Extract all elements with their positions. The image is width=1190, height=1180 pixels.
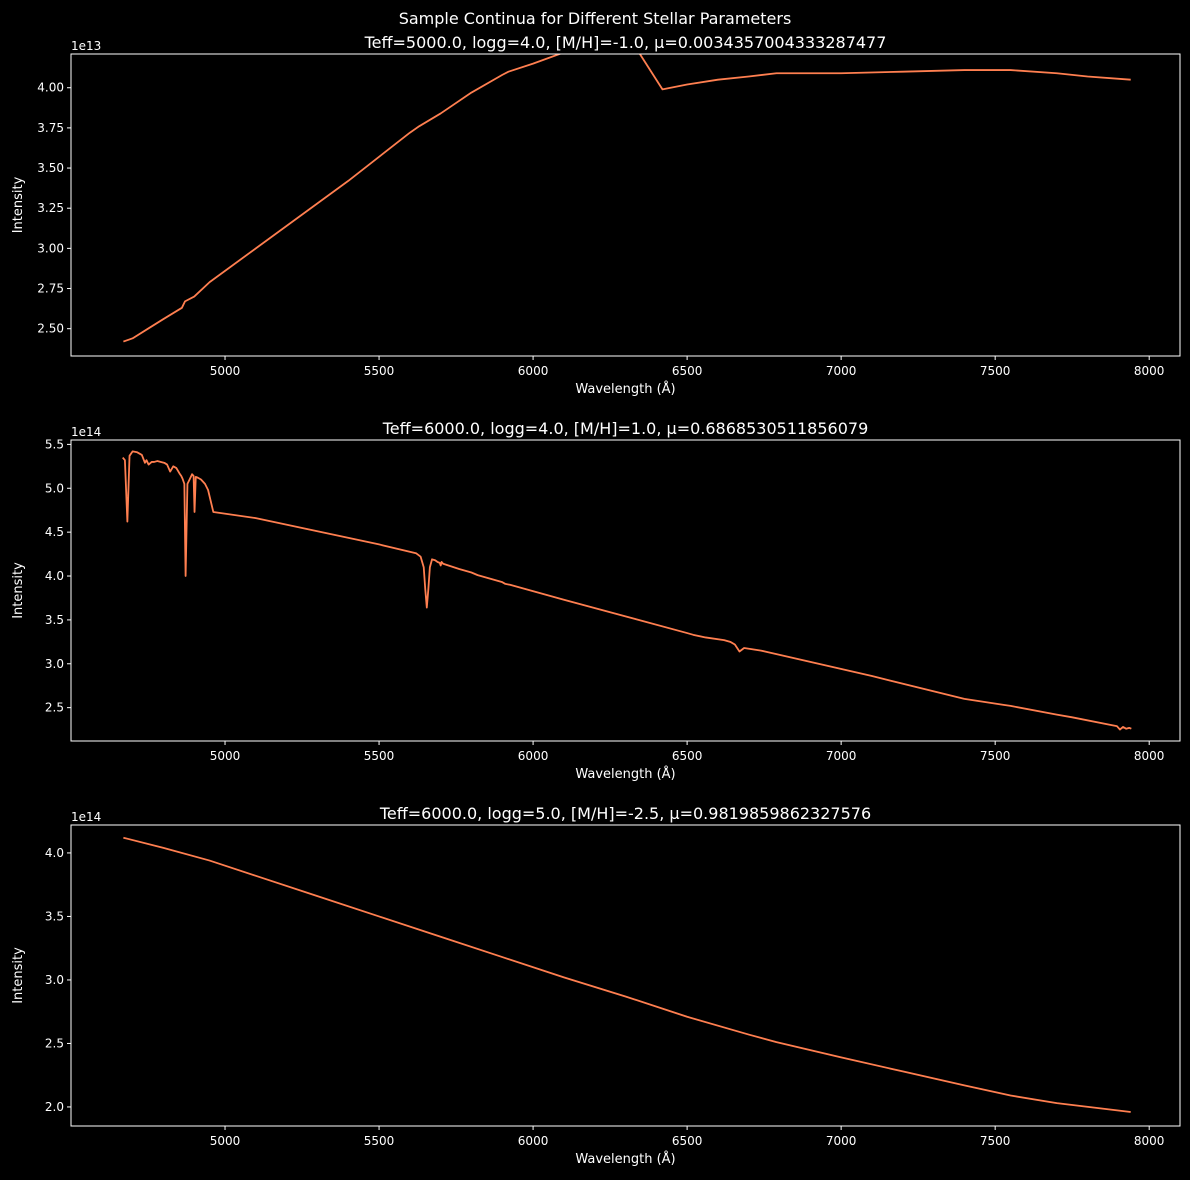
y-tick-label: 4.0 xyxy=(45,569,64,583)
axes-frame xyxy=(70,824,1181,1127)
x-tick-label: 7500 xyxy=(980,364,1011,378)
x-axis-label: Wavelength (Å) xyxy=(575,1151,675,1167)
y-offset-label: 1e14 xyxy=(71,425,101,439)
x-tick-label: 6500 xyxy=(672,364,703,378)
y-tick-label: 2.75 xyxy=(37,282,64,296)
subplot-1: 5000 5500 6000 6500 7000 7500 8000 2.50 2.75 3.00… xyxy=(11,33,1181,397)
y-offset-label: 1e14 xyxy=(71,810,101,824)
subplot-2: 5000 5500 6000 6500 7000 7500 8000 2.5 3.0 3.5 4.0… xyxy=(11,419,1181,782)
y-tick-label: 2.5 xyxy=(45,1036,64,1050)
y-tick-label: 2.5 xyxy=(45,701,64,715)
series-line xyxy=(123,836,1131,1113)
x-tick-label: 6000 xyxy=(518,1134,549,1148)
subplot-3: 5000 5500 6000 6500 7000 7500 8000 2.0 2.5 3.0 3.5… xyxy=(11,804,1181,1167)
x-tick-label: 7000 xyxy=(826,364,857,378)
y-tick-label: 4.5 xyxy=(45,525,64,539)
axes-frame xyxy=(70,439,1181,742)
subplot-title: Teff=5000.0, logg=4.0, [M/H]=-1.0, μ=0.0… xyxy=(364,33,887,52)
y-tick-label: 4.00 xyxy=(37,81,64,95)
x-tick-label: 5500 xyxy=(364,749,395,763)
y-offset-label: 1e13 xyxy=(71,39,101,53)
series-line xyxy=(123,54,1131,343)
x-tick-label: 5500 xyxy=(364,1134,395,1148)
x-tick-label: 6500 xyxy=(672,1134,703,1148)
x-tick-label: 8000 xyxy=(1134,1134,1165,1148)
subplot-title: Teff=6000.0, logg=5.0, [M/H]=-2.5, μ=0.9… xyxy=(379,804,871,823)
axes-frame xyxy=(70,53,1181,357)
y-tick-label: 2.0 xyxy=(45,1100,64,1114)
y-tick-label: 4.0 xyxy=(45,846,64,860)
x-tick-label: 6000 xyxy=(518,364,549,378)
x-tick-label: 5000 xyxy=(210,749,241,763)
y-tick-label: 3.0 xyxy=(45,657,64,671)
x-tick-label: 5000 xyxy=(210,364,241,378)
x-tick-label: 7000 xyxy=(826,1134,857,1148)
y-tick-label: 5.5 xyxy=(45,437,64,451)
x-axis-label: Wavelength (Å) xyxy=(575,766,675,782)
x-tick-label: 5000 xyxy=(210,1134,241,1148)
x-tick-label: 6500 xyxy=(672,749,703,763)
y-tick-label: 3.5 xyxy=(45,613,64,627)
x-tick-label: 7500 xyxy=(980,749,1011,763)
x-tick-label: 7500 xyxy=(980,1134,1011,1148)
figure-suptitle: Sample Continua for Different Stellar Pa… xyxy=(399,9,792,28)
x-tick-label: 5500 xyxy=(364,364,395,378)
x-axis-label: Wavelength (Å) xyxy=(575,381,675,397)
x-tick-label: 6000 xyxy=(518,749,549,763)
y-axis-label: Intensity xyxy=(11,947,26,1004)
y-tick-label: 5.0 xyxy=(45,481,64,495)
y-tick-label: 3.5 xyxy=(45,909,64,923)
x-tick-label: 8000 xyxy=(1134,749,1165,763)
y-axis-label: Intensity xyxy=(11,562,26,619)
y-tick-label: 2.50 xyxy=(37,322,64,336)
x-tick-label: 8000 xyxy=(1134,364,1165,378)
y-tick-label: 3.0 xyxy=(45,973,64,987)
y-tick-label: 3.25 xyxy=(37,201,64,215)
subplot-title: Teff=6000.0, logg=4.0, [M/H]=1.0, μ=0.68… xyxy=(382,419,869,438)
y-tick-label: 3.50 xyxy=(37,161,64,175)
y-tick-label: 3.75 xyxy=(37,121,64,135)
y-axis-label: Intensity xyxy=(11,176,26,233)
y-tick-label: 3.00 xyxy=(37,241,64,255)
x-tick-label: 7000 xyxy=(826,749,857,763)
series-line xyxy=(122,450,1132,731)
